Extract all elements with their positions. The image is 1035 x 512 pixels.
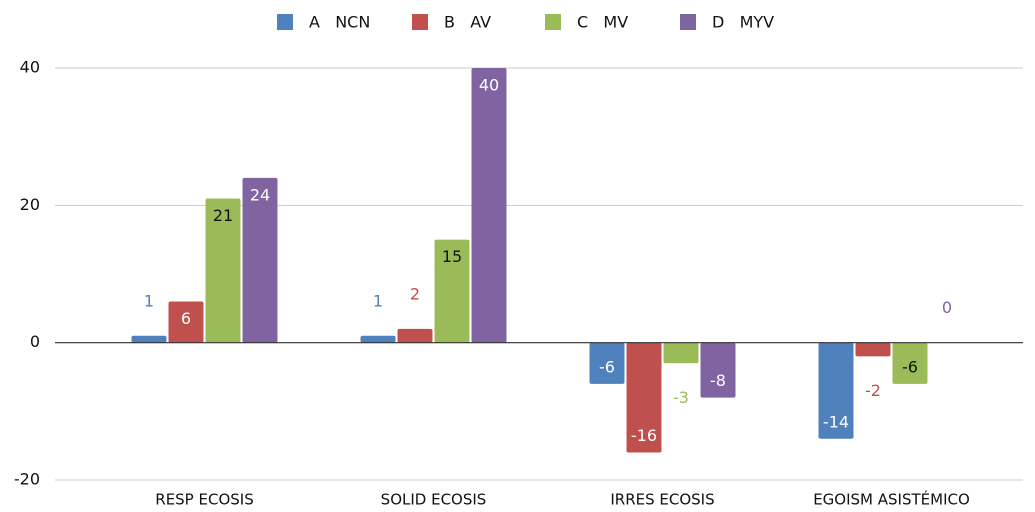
data-label: -6 bbox=[599, 357, 615, 376]
bar bbox=[818, 342, 854, 439]
legend-label: C MV bbox=[577, 13, 628, 32]
data-label: -14 bbox=[823, 412, 849, 431]
y-tick-label: 40 bbox=[20, 58, 40, 77]
x-tick-label: EGOISM ASISTÉMICO bbox=[813, 490, 970, 509]
data-label: -16 bbox=[631, 426, 657, 445]
data-label: 1 bbox=[373, 291, 383, 310]
x-tick-label: SOLID ECOSIS bbox=[381, 491, 487, 509]
bar bbox=[663, 342, 699, 364]
data-label: -3 bbox=[673, 388, 689, 407]
data-label: -2 bbox=[865, 381, 881, 400]
x-tick-label: RESP ECOSIS bbox=[155, 491, 253, 509]
legend-swatch bbox=[412, 14, 428, 30]
bar bbox=[626, 342, 662, 453]
data-label: -8 bbox=[710, 371, 726, 390]
legend-swatch bbox=[545, 14, 561, 30]
bar bbox=[892, 342, 928, 384]
data-label: 1 bbox=[144, 291, 154, 310]
bar bbox=[360, 335, 396, 343]
bar bbox=[205, 198, 241, 343]
legend-swatch bbox=[277, 14, 293, 30]
data-label: 21 bbox=[213, 206, 233, 225]
bar bbox=[589, 342, 625, 384]
data-label: -6 bbox=[902, 357, 918, 376]
legend-label: B AV bbox=[444, 13, 491, 32]
legend-swatch bbox=[680, 14, 696, 30]
data-label: 0 bbox=[942, 298, 952, 317]
bar bbox=[168, 301, 204, 343]
y-tick-label: -20 bbox=[14, 470, 40, 489]
bar bbox=[434, 239, 470, 343]
y-tick-label: 20 bbox=[20, 195, 40, 214]
data-label: 40 bbox=[479, 76, 499, 95]
data-label: 15 bbox=[442, 247, 462, 266]
bar bbox=[131, 335, 167, 343]
bar bbox=[700, 342, 736, 398]
data-label: 6 bbox=[181, 309, 191, 328]
legend-label: A NCN bbox=[309, 13, 370, 32]
legend-label: D MYV bbox=[712, 13, 774, 32]
data-label: 24 bbox=[250, 185, 270, 204]
bar bbox=[242, 177, 278, 343]
bar bbox=[471, 68, 507, 343]
data-label: 2 bbox=[410, 284, 420, 303]
x-tick-label: IRRES ECOSIS bbox=[610, 491, 714, 509]
y-tick-label: 0 bbox=[30, 332, 40, 351]
bar bbox=[855, 342, 891, 357]
bar bbox=[397, 328, 433, 343]
